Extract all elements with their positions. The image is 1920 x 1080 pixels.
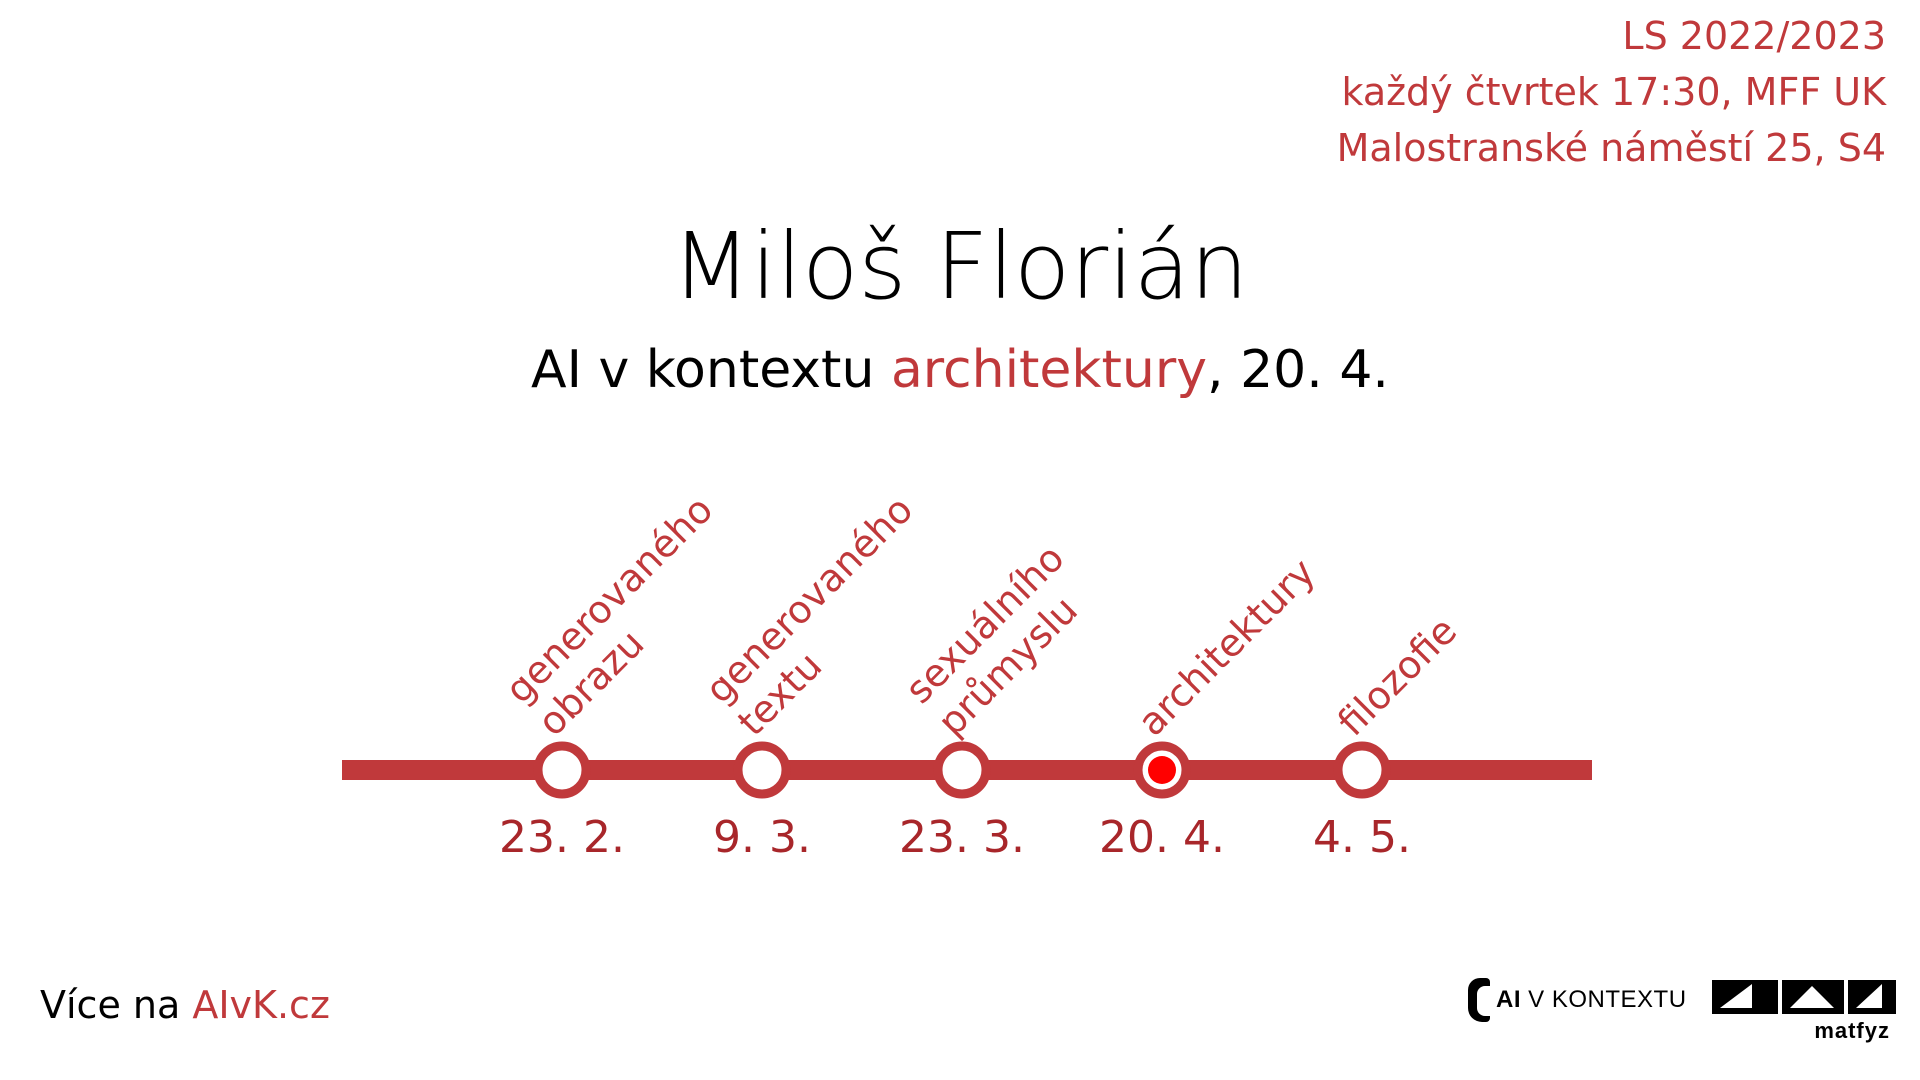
matfyz-mark-icon	[1712, 980, 1896, 1014]
footer-more: Více na AIvK.cz	[40, 982, 330, 1028]
stop-topic-line: architektury	[1129, 550, 1323, 744]
time-text: každý čtvrtek 17:30, MFF UK	[1341, 70, 1886, 114]
stop-circle	[733, 741, 791, 799]
speaker-name: Miloš Florián	[671, 213, 1249, 320]
stop-topic-label: architektury	[1129, 550, 1323, 744]
topic-suffix: , 20. 4.	[1207, 340, 1389, 400]
website-link[interactable]: AIvK.cz	[192, 983, 330, 1027]
current-stop-dot	[1148, 756, 1176, 784]
stop-topic-label: generovanéhoobrazu	[497, 487, 754, 744]
ai-v-kontextu-logo: AI V KONTEXTU	[1468, 978, 1687, 1022]
stop-topic-label: sexuálníhoprůmyslu	[897, 536, 1106, 745]
stop-date: 20. 4.	[1099, 812, 1225, 863]
logo-ai-rest: V KONTEXTU	[1521, 986, 1687, 1013]
stop-topic-line: filozofie	[1329, 608, 1465, 744]
timeline-stop: 4. 5. filozofie	[1313, 608, 1465, 863]
timeline-stop: 20. 4. architektury	[1099, 550, 1324, 863]
stop-circle	[1333, 741, 1391, 799]
stop-circle	[933, 741, 991, 799]
matfyz-wordmark: matfyz	[1814, 1018, 1890, 1043]
stop-topic-label: filozofie	[1329, 608, 1465, 744]
semester-text: LS 2022/2023	[1622, 14, 1886, 58]
more-prefix: Více na	[40, 983, 193, 1027]
matfyz-logo: matfyz	[1712, 980, 1896, 1044]
stop-topic-label: generovanéhotextu	[697, 487, 954, 744]
stop-date: 9. 3.	[713, 812, 811, 863]
topic-prefix: AI v kontextu	[531, 340, 891, 400]
topic-line: AI v kontextu architektury, 20. 4.	[0, 338, 1920, 402]
stop-date: 23. 3.	[899, 812, 1025, 863]
event-info: LS 2022/2023 každý čtvrtek 17:30, MFF UK…	[1086, 8, 1886, 176]
stop-date: 4. 5.	[1313, 812, 1411, 863]
topic-highlight: architektury	[890, 340, 1208, 400]
stop-circle	[533, 741, 591, 799]
stop-date: 23. 2.	[499, 812, 625, 863]
place-text: Malostranské náměstí 25, S4	[1336, 126, 1886, 170]
logo-ai-bold: AI	[1496, 986, 1521, 1013]
timeline-stop: 23. 3. sexuálníhoprůmyslu	[897, 536, 1106, 863]
timeline-stops: 23. 2. generovanéhoobrazu 9. 3. generovanéh…	[497, 487, 1465, 863]
ai-head-icon	[1468, 978, 1491, 1022]
